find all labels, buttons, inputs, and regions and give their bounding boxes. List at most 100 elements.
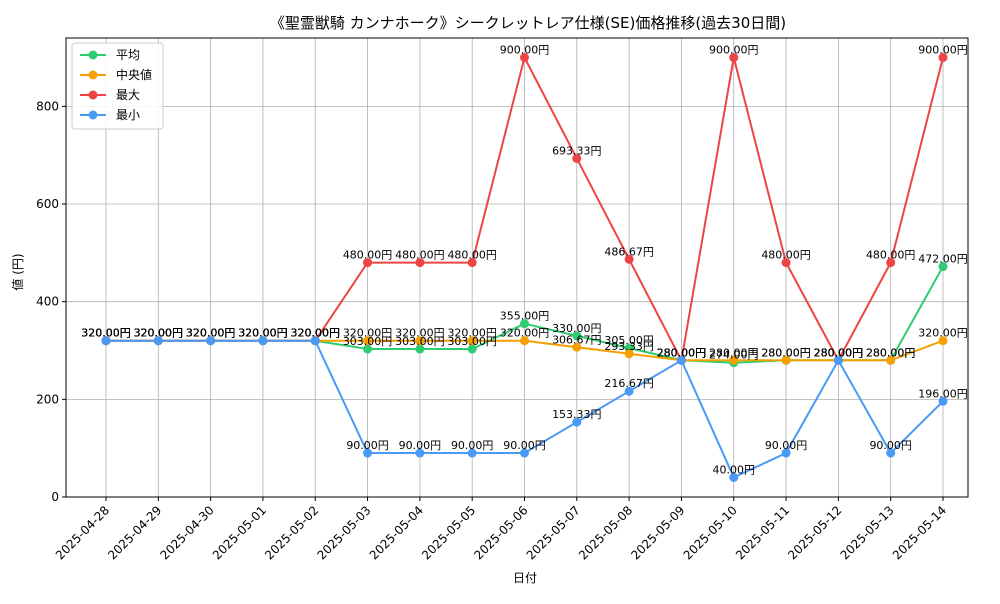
data-label: 280.00円	[657, 346, 707, 359]
grid-layer	[66, 38, 968, 498]
data-label: 90.00円	[399, 439, 442, 452]
data-point	[676, 355, 686, 365]
data-label: 293.33円	[604, 340, 654, 353]
data-label: 320.00円	[291, 327, 341, 340]
data-point	[467, 344, 477, 354]
data-point	[624, 386, 634, 396]
x-tick-label: 2025-05-01	[210, 503, 269, 562]
data-label: 320.00円	[186, 327, 236, 340]
data-label: 472.00円	[918, 253, 968, 266]
x-tick-label: 2025-05-11	[733, 503, 792, 562]
data-point	[363, 344, 373, 354]
data-label: 280.00円	[814, 346, 864, 359]
data-point	[467, 448, 477, 458]
data-label: 305.00円	[604, 334, 654, 347]
data-point	[886, 355, 896, 365]
data-label: 320.00円	[81, 327, 131, 340]
legend-label: 平均	[116, 48, 140, 62]
data-label: 320.00円	[395, 327, 445, 340]
data-point	[781, 258, 791, 268]
legend-swatch-marker	[88, 110, 98, 120]
data-label: 320.00円	[291, 327, 341, 340]
x-tick-label: 2025-05-09	[628, 503, 687, 562]
data-point	[572, 153, 582, 163]
data-point	[153, 336, 163, 346]
data-label: 355.00円	[500, 310, 550, 323]
data-label: 480.00円	[447, 249, 497, 262]
data-point	[886, 448, 896, 458]
x-axis-title: 日付	[513, 571, 537, 585]
data-label: 320.00円	[81, 327, 131, 340]
data-point	[729, 472, 739, 482]
data-point	[520, 448, 529, 458]
data-label: 320.00円	[81, 327, 131, 340]
data-label: 320.00円	[447, 327, 497, 340]
data-label: 480.00円	[343, 249, 393, 262]
data-label: 693.33円	[552, 144, 602, 157]
data-label: 320.00円	[238, 327, 288, 340]
legend-label: 中央値	[116, 67, 152, 82]
x-tick-label: 2025-05-14	[890, 503, 949, 562]
data-point	[206, 336, 216, 346]
y-tick-label: 200	[36, 392, 59, 406]
data-label: 280.00円	[657, 346, 707, 359]
data-point	[363, 448, 373, 458]
data-point	[467, 258, 477, 268]
plot-frame	[65, 37, 969, 498]
data-label: 280.00円	[657, 346, 707, 359]
data-label: 280.00円	[814, 346, 864, 359]
data-label: 320.00円	[134, 327, 184, 340]
data-label: 320.00円	[134, 327, 184, 340]
data-label: 320.00円	[186, 327, 236, 340]
data-label: 90.00円	[346, 439, 389, 452]
data-point	[572, 331, 582, 341]
x-tick-label: 2025-05-13	[838, 503, 897, 562]
data-label: 280.00円	[814, 346, 864, 359]
data-point	[624, 254, 634, 264]
data-label: 280.00円	[761, 346, 811, 359]
data-label: 330.00円	[552, 322, 602, 335]
y-tick-label: 0	[51, 490, 59, 504]
data-label: 303.00円	[343, 335, 393, 348]
chart-title: 《聖霊獣騎 カンナホーク》シークレットレア仕様(SE)価格推移(過去30日間)	[270, 14, 786, 32]
data-label: 320.00円	[500, 327, 550, 340]
data-label: 320.00円	[238, 327, 288, 340]
data-label: 274.00円	[709, 349, 759, 362]
legend-swatch-marker	[88, 90, 98, 100]
x-tick-label: 2025-04-30	[158, 503, 217, 562]
data-label: 480.00円	[866, 249, 916, 262]
data-point	[886, 258, 896, 268]
legend-swatch-marker	[88, 50, 98, 60]
data-point	[258, 336, 268, 346]
data-label: 320.00円	[134, 327, 184, 340]
data-label: 320.00円	[186, 327, 236, 340]
data-label: 320.00円	[918, 327, 968, 340]
data-labels-layer: 320.00円 320.00円 320.00円 320.00円 320.00円303.0…	[81, 44, 968, 477]
data-point	[938, 262, 948, 272]
data-point	[781, 355, 791, 365]
data-point	[363, 336, 373, 346]
y-tick-label: 800	[36, 99, 59, 113]
data-label: 90.00円	[451, 439, 494, 452]
data-point	[833, 355, 843, 365]
x-tick-label: 2025-05-03	[314, 503, 373, 562]
data-point	[415, 336, 425, 346]
y-axis-title: 値 (円)	[10, 253, 25, 290]
data-label: 320.00円	[343, 327, 393, 340]
data-label: 900.00円	[500, 44, 550, 57]
data-point	[938, 396, 948, 406]
data-label: 320.00円	[238, 327, 288, 340]
x-tick-label: 2025-05-08	[576, 503, 635, 562]
data-label: 196.00円	[918, 387, 968, 400]
data-label: 280.00円	[814, 346, 864, 359]
data-label: 90.00円	[869, 439, 912, 452]
data-label: 90.00円	[765, 439, 808, 452]
legend-label: 最大	[116, 88, 140, 102]
data-label: 40.00円	[713, 463, 756, 476]
data-label: 480.00円	[395, 249, 445, 262]
series-layer	[101, 53, 948, 482]
data-point	[520, 319, 529, 329]
data-point	[729, 355, 739, 365]
